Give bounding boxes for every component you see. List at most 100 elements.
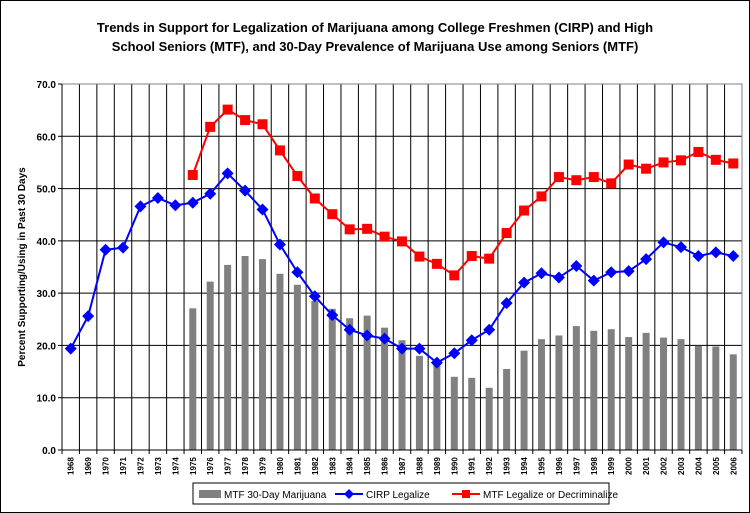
point-cirp-2000 — [622, 265, 635, 278]
bar-mtf-30day-1981 — [293, 284, 301, 450]
bar-mtf-30day-1978 — [241, 256, 249, 450]
point-cirp-1992 — [483, 323, 496, 336]
point-cirp-1968 — [64, 342, 77, 355]
point-cirp-1978 — [239, 184, 252, 197]
y-tick-label: 20.0 — [37, 341, 57, 352]
bar-mtf-30day-1982 — [311, 300, 319, 450]
bar-mtf-30day-2005 — [712, 346, 720, 450]
point-cirp-2002 — [657, 236, 670, 249]
x-tick-label: 1977 — [224, 457, 233, 475]
point-mtf-legalize-1980 — [274, 145, 285, 156]
x-tick-label: 1974 — [171, 457, 180, 475]
legend-marker-cirp — [344, 489, 354, 499]
point-cirp-1991 — [465, 334, 478, 347]
x-tick-label: 1982 — [311, 457, 320, 475]
point-cirp-1996 — [552, 271, 565, 284]
x-tick-label: 1972 — [136, 457, 145, 475]
point-cirp-1969 — [82, 310, 95, 323]
x-tick-label: 1969 — [84, 457, 93, 475]
point-cirp-1994 — [518, 276, 531, 289]
x-tick-label: 1978 — [241, 457, 250, 475]
point-cirp-1980 — [273, 238, 286, 251]
bar-mtf-30day-1999 — [607, 329, 615, 450]
point-mtf-legalize-1999 — [606, 178, 617, 189]
point-cirp-1979 — [256, 203, 269, 216]
point-cirp-1974 — [169, 199, 182, 212]
point-cirp-1973 — [151, 191, 164, 204]
point-cirp-1995 — [535, 267, 548, 280]
x-tick-label: 1993 — [503, 457, 512, 475]
x-tick-label: 2002 — [660, 457, 669, 475]
point-cirp-1975 — [186, 196, 199, 209]
point-mtf-legalize-1984 — [344, 224, 355, 235]
point-mtf-legalize-1979 — [257, 119, 268, 130]
x-tick-label: 2001 — [642, 457, 651, 475]
x-tick-label: 1970 — [102, 457, 111, 475]
x-tick-label: 1985 — [363, 457, 372, 475]
bar-mtf-30day-2004 — [694, 345, 702, 450]
x-tick-label: 1991 — [468, 457, 477, 475]
point-mtf-legalize-1978 — [240, 115, 251, 126]
x-tick-label: 1986 — [381, 457, 390, 475]
x-tick-label: 1976 — [206, 457, 215, 475]
point-mtf-legalize-2000 — [623, 159, 634, 170]
point-cirp-1972 — [134, 200, 147, 213]
bar-mtf-30day-1976 — [206, 281, 214, 450]
y-tick-label: 10.0 — [37, 394, 57, 405]
x-tick-label: 1987 — [398, 457, 407, 475]
point-cirp-1976 — [204, 187, 217, 200]
point-mtf-legalize-1989 — [431, 258, 442, 269]
bar-mtf-30day-1988 — [415, 355, 423, 450]
point-cirp-1984 — [343, 323, 356, 336]
bar-mtf-30day-1996 — [555, 335, 563, 450]
x-tick-label: 1988 — [415, 457, 424, 475]
bar-mtf-30day-1983 — [328, 308, 336, 450]
x-tick-label: 1996 — [555, 457, 564, 475]
legend: MTF 30-Day Marijuana CIRP Legalize MTF L… — [192, 482, 618, 505]
bar-mtf-30day-2003 — [677, 339, 685, 450]
x-tick-label: 1968 — [67, 457, 76, 475]
point-cirp-1987 — [396, 342, 408, 355]
bar-mtf-30day-1984 — [346, 318, 354, 450]
point-cirp-1993 — [500, 297, 513, 310]
x-tick-label: 1975 — [189, 457, 198, 475]
bar-mtf-30day-1979 — [259, 259, 267, 450]
point-cirp-2004 — [692, 250, 705, 263]
point-mtf-legalize-1997 — [571, 175, 582, 186]
bar-mtf-30day-1995 — [537, 339, 545, 450]
bar-mtf-30day-1993 — [503, 368, 511, 450]
point-mtf-legalize-1981 — [292, 171, 303, 182]
y-axis-label: Percent Supporting/Using in Past 30 Days — [17, 167, 28, 367]
x-tick-label: 1981 — [293, 457, 302, 475]
point-cirp-1971 — [117, 241, 130, 254]
bar-mtf-30day-1998 — [590, 330, 598, 450]
y-tick-label: 0.0 — [42, 446, 56, 457]
point-mtf-legalize-1983 — [327, 209, 338, 220]
point-mtf-legalize-1998 — [588, 172, 599, 183]
point-cirp-1981 — [291, 266, 304, 279]
point-mtf-legalize-1976 — [205, 121, 216, 132]
legend-label-cirp: CIRP Legalize — [366, 490, 430, 501]
x-tick-label: 1971 — [119, 457, 128, 475]
bar-mtf-30day-1997 — [572, 326, 580, 450]
point-cirp-1989 — [430, 356, 443, 369]
point-mtf-legalize-2003 — [675, 155, 686, 166]
point-mtf-legalize-1990 — [449, 270, 460, 281]
point-cirp-1977 — [221, 167, 234, 180]
x-tick-label: 1989 — [433, 457, 442, 475]
point-cirp-1983 — [326, 309, 339, 322]
chart-title-line-1: Trends in Support for Legalization of Ma… — [97, 20, 653, 35]
bar-mtf-30day-1985 — [363, 315, 371, 450]
point-cirp-1985 — [361, 329, 374, 342]
point-mtf-legalize-1994 — [519, 205, 530, 216]
point-mtf-legalize-1991 — [466, 251, 477, 262]
x-tick-label: 2004 — [694, 457, 703, 475]
point-mtf-legalize-1993 — [501, 228, 512, 239]
y-tick-label: 30.0 — [37, 289, 57, 300]
bar-mtf-30day-1991 — [468, 377, 476, 450]
legend-marker-mtf-legalize — [462, 490, 470, 498]
point-cirp-1986 — [378, 332, 391, 345]
x-tick-label: 2003 — [677, 457, 686, 475]
bar-mtf-30day-1992 — [485, 387, 493, 450]
